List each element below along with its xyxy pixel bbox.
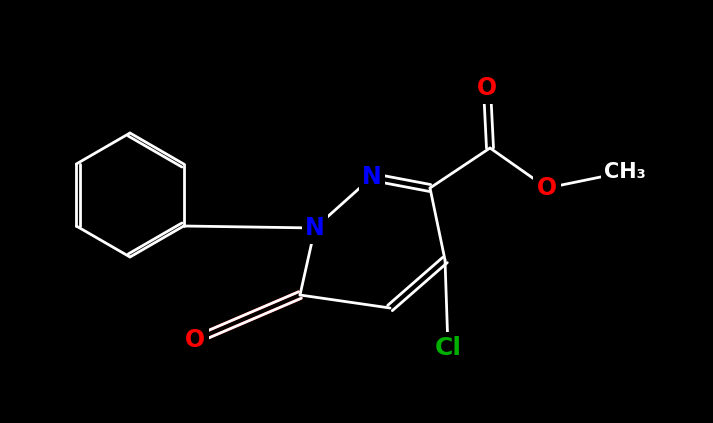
Text: O: O — [185, 328, 205, 352]
Text: O: O — [537, 176, 557, 200]
Text: N: N — [362, 165, 382, 189]
Text: Cl: Cl — [434, 336, 461, 360]
Text: O: O — [477, 76, 497, 100]
Text: N: N — [305, 216, 325, 240]
Text: CH₃: CH₃ — [604, 162, 646, 182]
